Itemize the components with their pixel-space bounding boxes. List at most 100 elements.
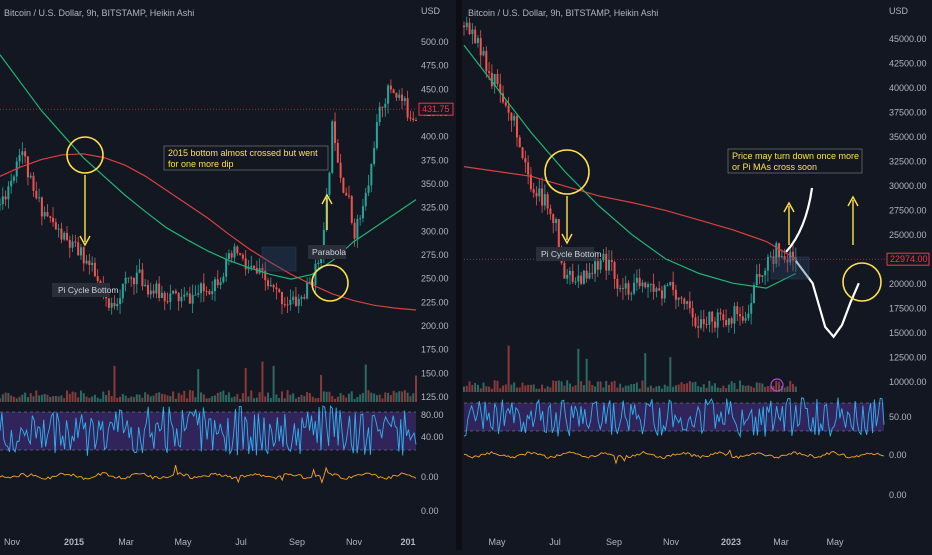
candle-body [57, 228, 60, 230]
candle-body [476, 38, 479, 44]
candle-body [308, 281, 311, 283]
volume-bar [43, 393, 46, 402]
candle-body [747, 313, 750, 319]
volume-bars [463, 345, 797, 392]
volume-bar [403, 390, 406, 402]
volume-bar [219, 391, 222, 402]
volume-bar [91, 396, 94, 402]
volume-bar [741, 385, 744, 392]
candle-body [82, 247, 85, 264]
volume-bar [507, 345, 510, 392]
indicator-tick-label: 50.00 [889, 412, 912, 422]
volume-bar [241, 393, 244, 402]
candle-body [244, 258, 247, 270]
volume-bar [488, 386, 491, 392]
volume-bar [258, 392, 261, 402]
candle-body [474, 29, 477, 44]
volume-bar [297, 397, 300, 402]
volume-bar [155, 393, 158, 402]
volume-bar [674, 385, 677, 392]
candle-body [680, 297, 683, 299]
volume-bar [568, 383, 571, 392]
volume-bar [121, 393, 124, 402]
candle-body [792, 251, 795, 261]
candle-body [708, 311, 711, 325]
note-box [727, 148, 863, 174]
volume-bar [172, 391, 175, 402]
candle-body [339, 162, 342, 178]
volume-bar [60, 395, 63, 402]
up-arrow-head [783, 201, 795, 213]
volume-bar [113, 365, 116, 402]
candle-body [208, 291, 211, 295]
volume-bar [789, 380, 792, 392]
candle-body [571, 270, 574, 282]
volume-bar [317, 397, 320, 402]
candle-body [138, 269, 141, 273]
volume-bar [236, 394, 239, 402]
volume-bar [515, 387, 518, 392]
candle-body [580, 275, 583, 284]
candle-body [77, 242, 80, 256]
volume-bar [186, 398, 189, 402]
candle-body [384, 103, 387, 108]
volume-bar [669, 357, 672, 392]
candle-body [91, 262, 94, 266]
candle-body [280, 291, 283, 305]
candle-body [4, 196, 7, 200]
candle-body [63, 232, 66, 240]
candle-body [401, 94, 404, 101]
volume-bar [666, 386, 669, 392]
indicator-tick-label: 0.00 [889, 490, 907, 500]
candle-body [552, 214, 555, 223]
candle-body [406, 98, 409, 118]
volume-bar [490, 388, 493, 392]
volume-bar [672, 386, 675, 392]
price-tick-label: 32500.00 [889, 157, 927, 167]
candle-body [535, 192, 538, 197]
candle-body [0, 204, 1, 206]
candle-body [12, 176, 15, 181]
candle-body [398, 94, 401, 98]
volume-bar [12, 396, 15, 402]
volume-bar [247, 396, 250, 402]
volume-bar [725, 388, 728, 392]
volume-bar [286, 390, 289, 402]
volume-bar [180, 394, 183, 402]
candle-body [532, 189, 535, 193]
volume-bar [331, 395, 334, 402]
candle-body [541, 188, 544, 206]
volume-bar [18, 396, 21, 402]
volume-bar [359, 394, 362, 402]
candle-body [141, 269, 144, 287]
volume-bar [144, 392, 147, 402]
candle-body [627, 283, 630, 295]
candle-body [524, 158, 527, 163]
candle-body [334, 121, 337, 144]
volume-bar [163, 394, 166, 402]
volume-bar [599, 381, 602, 392]
candle-body [635, 277, 638, 283]
volume-bar [381, 398, 384, 402]
volume-bar [99, 398, 102, 402]
candle-body [289, 299, 292, 305]
candle-body [647, 284, 650, 288]
candle-body [602, 253, 605, 261]
candle-body [381, 106, 384, 108]
candle-body [752, 285, 755, 304]
volume-bar [40, 394, 43, 402]
volume-bar [532, 384, 535, 392]
candle-body [85, 260, 88, 264]
candle-body [780, 256, 783, 258]
candle-body [225, 259, 228, 277]
volume-bar [303, 396, 306, 402]
candle-body [594, 261, 597, 274]
candle-body [660, 290, 663, 299]
candle-body [482, 50, 485, 56]
volume-bar [482, 382, 485, 392]
volume-bar [627, 385, 630, 392]
price-tick-label: 35000.00 [889, 132, 927, 142]
candle-body [35, 190, 38, 199]
volume-bar [222, 390, 225, 402]
volume-bar [502, 385, 505, 392]
